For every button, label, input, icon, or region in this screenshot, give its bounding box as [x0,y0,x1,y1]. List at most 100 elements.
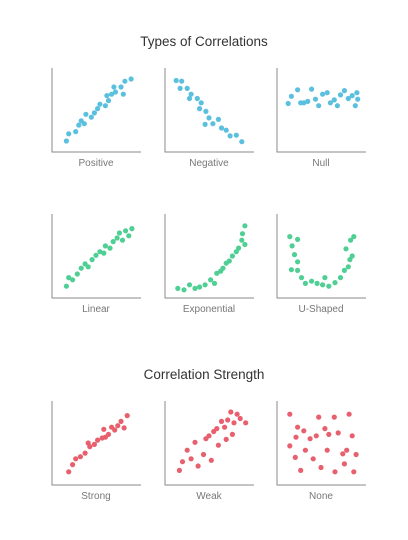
plot-label-negative: Negative [189,158,229,169]
data-point [173,77,179,84]
data-point [76,122,82,128]
data-point [126,233,132,239]
data-point [302,447,308,453]
axis-strong [51,401,141,486]
data-point [97,249,103,255]
data-point [343,246,349,252]
scatter-plot-positive [51,68,141,153]
data-point [234,411,240,417]
data-point [188,91,194,97]
data-point [349,433,355,439]
data-point [81,121,87,127]
data-point [91,110,97,116]
data-point [288,93,294,99]
data-point [355,96,361,102]
data-point [202,121,208,127]
data-point [101,426,107,432]
data-point [83,111,89,117]
data-point [121,425,127,431]
section-title-types: Types of Correlations [140,34,268,49]
plot-label-exponential: Exponential [182,304,236,315]
plot-label-positive: Positive [78,158,114,169]
plot-label-strong: Strong [81,491,111,502]
data-point [298,467,304,473]
data-point [73,129,79,135]
data-point [295,424,301,430]
data-point [119,237,126,243]
data-point [340,451,346,457]
plot-none: None [276,401,366,521]
data-point [293,434,299,440]
data-point [120,91,126,97]
data-point [195,463,201,469]
data-point [285,100,291,107]
data-point [211,280,218,286]
data-point [194,95,200,102]
data-point [70,462,76,468]
data-point [129,226,135,232]
data-point [314,280,320,286]
data-point [128,76,134,82]
data-point [346,411,352,417]
data-point [115,423,121,429]
data-point [239,231,246,237]
axis-u-shaped [276,214,366,299]
data-point [223,127,229,133]
data-point [298,275,305,281]
plot-positive: Positive [51,68,141,188]
data-point [77,454,83,460]
data-point [229,431,235,437]
data-point [63,138,69,144]
plot-label-weak: Weak [196,491,222,502]
data-point [105,98,112,104]
data-point [239,139,245,145]
data-point [302,280,308,286]
data-point [312,96,319,102]
data-point [341,461,347,467]
data-point [198,100,204,106]
data-point [233,132,239,138]
plot-strong: Strong [51,401,141,521]
data-point [324,447,330,453]
data-point [287,411,293,417]
data-point [112,427,118,433]
data-point [349,253,355,259]
data-point [63,283,69,289]
plot-label-u-shaped: U-Shaped [298,304,344,315]
data-point [316,414,322,420]
data-point [192,285,198,291]
data-point [229,253,235,259]
plot-label-none: None [309,491,333,502]
axis-null [276,68,366,153]
data-point [124,413,130,419]
data-point [186,95,193,102]
plot-weak: Weak [164,401,254,521]
data-point [218,418,225,424]
data-point [184,85,190,91]
data-point [292,454,298,460]
data-point [107,245,113,251]
scatter-plot-negative [164,68,254,153]
data-point [203,108,209,114]
data-point [82,450,88,456]
data-point [118,418,124,424]
data-point [322,426,328,432]
plot-negative: Negative [164,68,254,188]
data-point [202,282,208,288]
data-point [237,415,243,422]
data-point [88,114,94,120]
data-point [175,285,181,291]
data-point [197,284,203,290]
data-point [291,252,298,258]
data-point [97,101,103,107]
data-point [208,457,214,463]
data-point [85,264,91,270]
data-point [78,265,84,271]
data-point [66,275,72,281]
data-point [295,267,301,273]
data-point [109,91,115,97]
data-point [309,278,315,284]
scatter-plot-linear [51,214,141,299]
data-point [188,456,194,462]
